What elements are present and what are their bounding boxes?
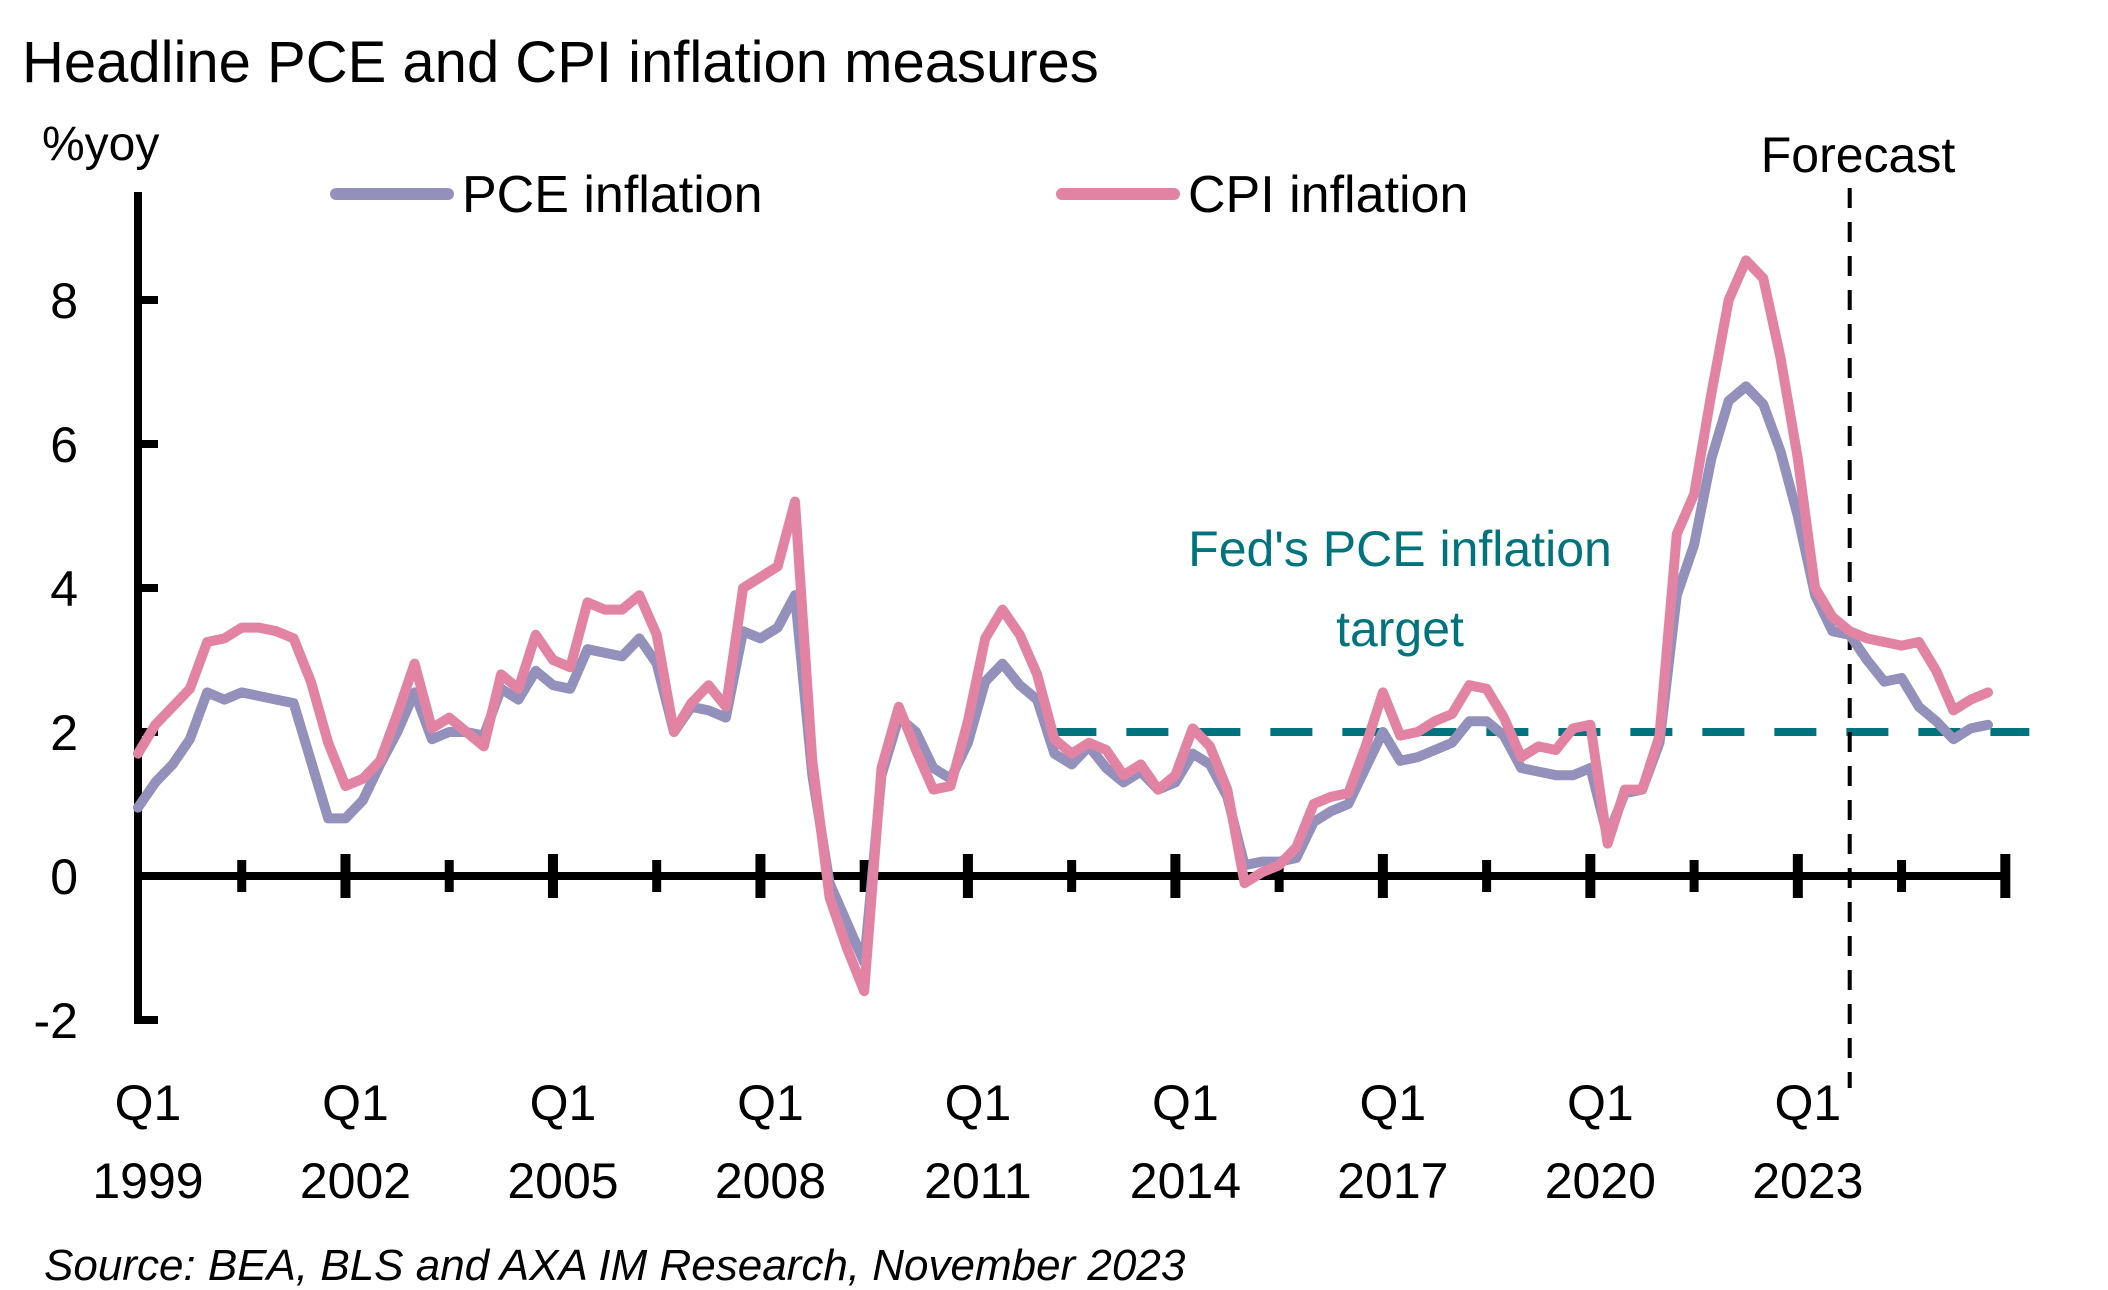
target-label-line-2: target	[1336, 601, 1464, 657]
x-tick-label-quarter: Q1	[530, 1075, 597, 1131]
x-tick-label-quarter: Q1	[945, 1075, 1012, 1131]
x-tick-label-year: 2008	[715, 1153, 826, 1209]
legend-label-pce: PCE inflation	[462, 166, 763, 224]
x-axis-ticks: Q1 1999 Q1 2002 Q1 2005 Q1 2008 Q1 2011 Q1 2014 Q1 20…	[92, 854, 2011, 1209]
y-tick-label: -2	[34, 993, 78, 1049]
x-tick-label-quarter: Q1	[1774, 1075, 1841, 1131]
source-note: Source: BEA, BLS and AXA IM Research, No…	[44, 1241, 1186, 1290]
y-axis-unit-label: %yoy	[42, 118, 159, 171]
x-tick-label-year: 2002	[300, 1153, 411, 1209]
legend-label-cpi: CPI inflation	[1188, 166, 1468, 224]
x-tick-label-quarter: Q1	[1152, 1075, 1219, 1131]
x-tick-label-year: 2005	[507, 1153, 618, 1209]
x-tick-label-quarter: Q1	[1360, 1075, 1427, 1131]
series-line-pce-inflation	[133, 381, 1993, 968]
series-line-cpi-inflation	[133, 255, 1993, 997]
y-tick-label: 2	[50, 705, 78, 761]
y-tick-label: 0	[50, 849, 78, 905]
legend: PCE inflation CPI inflation	[330, 166, 1468, 224]
target-label-line-1: Fed's PCE inflation	[1188, 521, 1612, 577]
x-tick-label-year: 2023	[1752, 1153, 1863, 1209]
chart-title: Headline PCE and CPI inflation measures	[22, 30, 1099, 95]
x-tick-label-quarter: Q1	[115, 1075, 182, 1131]
x-tick-label-quarter: Q1	[737, 1075, 804, 1131]
x-tick-label-year: 2011	[924, 1153, 1032, 1209]
x-tick-label-quarter: Q1	[1567, 1075, 1634, 1131]
x-tick-label-year: 2014	[1130, 1153, 1241, 1209]
y-tick-label: 8	[50, 273, 78, 329]
x-tick-label-year: 2020	[1545, 1153, 1656, 1209]
x-tick-label-quarter: Q1	[322, 1075, 389, 1131]
y-tick-label: 6	[50, 417, 78, 473]
series-points-cpi	[137, 260, 1989, 992]
x-tick-label-year: 1999	[92, 1153, 203, 1209]
forecast-label: Forecast	[1761, 127, 1956, 183]
x-tick-label-year: 2017	[1337, 1153, 1448, 1209]
y-tick-label: 4	[50, 561, 78, 617]
